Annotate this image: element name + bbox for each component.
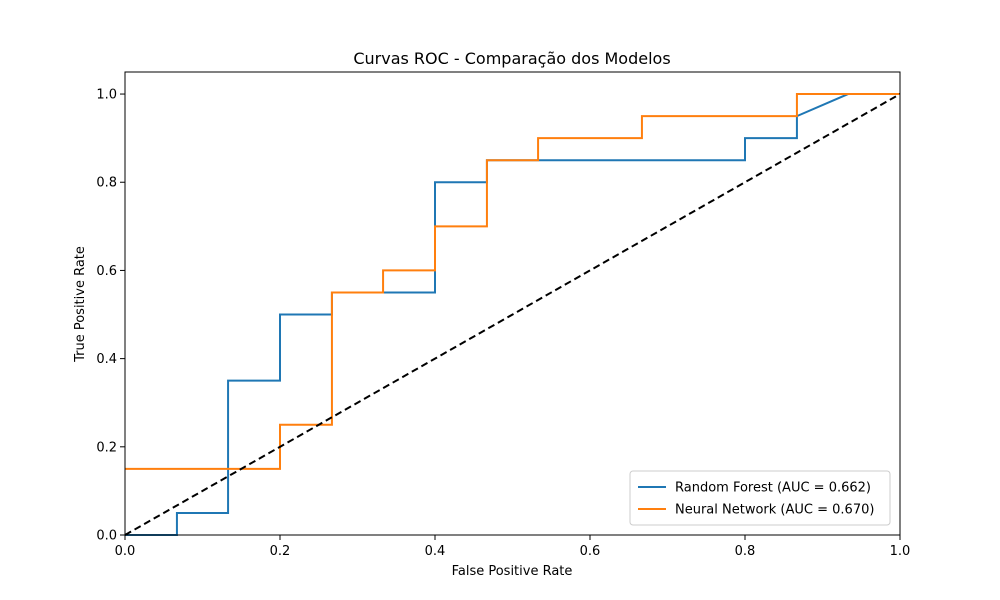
- x-axis-title: False Positive Rate: [452, 564, 573, 579]
- y-tick-label: 0.0: [96, 529, 117, 544]
- y-tick-label: 0.2: [96, 440, 117, 455]
- y-tick-label: 0.4: [96, 352, 117, 367]
- x-tick-label: 0.2: [270, 544, 291, 559]
- legend-label: Neural Network (AUC = 0.670): [675, 503, 874, 518]
- diagonal-reference-line: [124, 93, 901, 536]
- x-tick-label: 0.0: [115, 544, 136, 559]
- x-tick-label: 1.0: [890, 544, 911, 559]
- chart-title: Curvas ROC - Comparação dos Modelos: [353, 49, 670, 68]
- plot-area: 0.0 0.2 0.4 0.6 0.8 1.0 0.0 0.2 0.4 0.6 0.8 1.0: [96, 71, 911, 559]
- series-line-2: [125, 93, 900, 470]
- legend-label: Random Forest (AUC = 0.662): [675, 481, 871, 496]
- y-tick-label: 0.6: [96, 264, 117, 279]
- y-tick-label: 0.8: [96, 176, 117, 191]
- legend-box: [629, 470, 891, 526]
- x-tick-label: 0.8: [735, 544, 756, 559]
- x-tick-label: 0.6: [580, 544, 601, 559]
- x-tick-label: 0.4: [425, 544, 446, 559]
- y-tick-label: 1.0: [96, 88, 117, 103]
- plot-frame: [124, 71, 901, 536]
- legend: Random Forest (AUC = 0.662) Neural Networ…: [629, 470, 891, 526]
- y-axis-title: True Positive Rate: [73, 246, 88, 363]
